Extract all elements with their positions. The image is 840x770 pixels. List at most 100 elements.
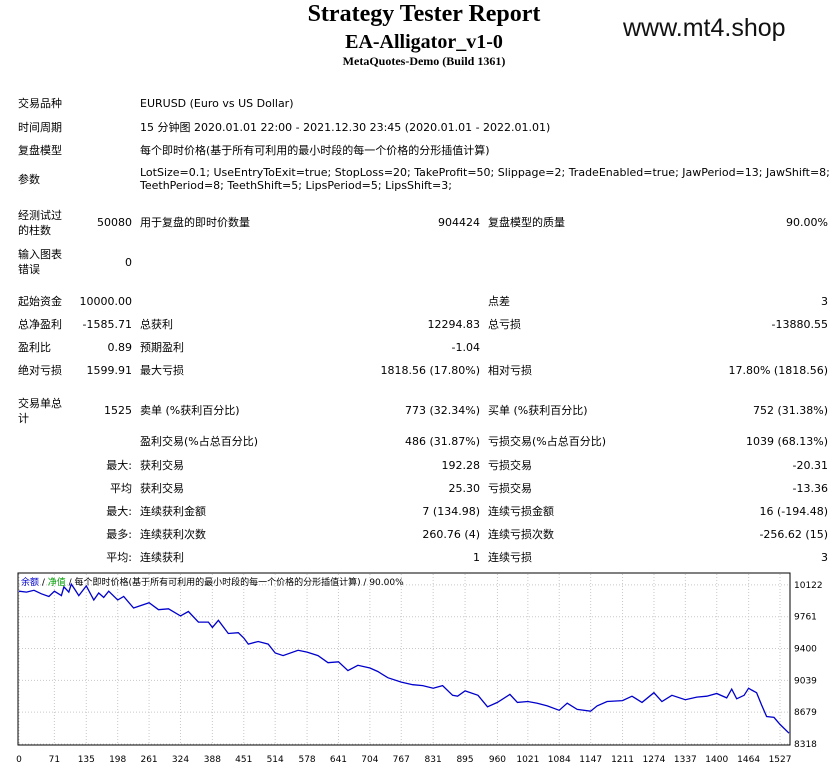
total-trades-label-2: 计 [18, 412, 29, 425]
largest-loss-label: 亏损交易 [488, 459, 532, 472]
chart-x-tick-label: 1021 [516, 755, 539, 765]
model-value: 每个即时价格(基于所有可利用的最小时段的每一个价格的分形插值计算) [140, 144, 490, 157]
avg-consec-wins-value: 1 [473, 551, 480, 564]
largest-loss-value: -20.31 [792, 459, 828, 472]
ticks-value: 904424 [438, 216, 480, 229]
chart-y-tick-label: 9400 [794, 645, 817, 655]
average-prefix: 平均 [110, 482, 132, 495]
max-consec-wins-label: 连续获利金额 [140, 505, 206, 518]
server-build: MetaQuotes-Demo (Build 1361) [342, 54, 506, 68]
bars-label-1: 经测试过 [18, 209, 62, 222]
long-trades-value: 752 (31.38%) [752, 404, 828, 417]
chart-x-tick-label: 388 [204, 755, 221, 765]
max-consec-prefix: 最大: [106, 505, 132, 518]
watermark: www.mt4.shop [623, 14, 786, 42]
gross-loss-value: -13880.55 [771, 318, 828, 331]
symbol-label: 交易品种 [18, 97, 62, 110]
chart-x-tick-label: 1527 [769, 755, 792, 765]
chart-y-tick-label: 8318 [794, 740, 817, 750]
total-trades-value: 1525 [104, 404, 132, 417]
chart-x-tick-label: 1274 [642, 755, 665, 765]
bars-value: 50080 [97, 216, 132, 229]
maximal-consec-loss-value: -256.62 (15) [759, 528, 828, 541]
chart-x-tick-label: 641 [330, 755, 347, 765]
errors-value: 0 [125, 256, 132, 269]
chart-x-tick-label: 261 [140, 755, 157, 765]
params-label: 参数 [18, 173, 40, 186]
avg-consec-prefix: 平均: [106, 551, 132, 564]
legend-balance: 余额 [21, 578, 40, 588]
chart-x-tick-label: 578 [298, 755, 315, 765]
largest-profit-label: 获利交易 [140, 459, 184, 472]
maximal-consec-loss-label: 连续亏损次数 [488, 528, 554, 541]
chart-x-tick-label: 135 [78, 755, 95, 765]
rel-drawdown-value: 17.80% (1818.56) [728, 364, 828, 377]
deposit-label: 起始资金 [18, 295, 62, 308]
profit-factor-label: 盈利比 [18, 341, 51, 354]
expected-payoff-value: -1.04 [451, 341, 480, 354]
model-quality-value: 90.00% [786, 216, 828, 229]
avg-loss-label: 亏损交易 [488, 482, 532, 495]
legend-model: / 每个即时价格(基于所有可利用的最小时段的每一个价格的分形插值计算) / 90… [65, 578, 404, 588]
abs-drawdown-label: 绝对亏损 [18, 364, 62, 377]
params-line-1: LotSize=0.1; UseEntryToExit=true; StopLo… [140, 166, 830, 179]
chart-legend: 余额 / 净值 / 每个即时价格(基于所有可利用的最小时段的每一个价格的分形插值… [21, 575, 404, 588]
chart-x-axis: 0 71 135 198 261 324 388 451 514 578 641 704 767 831 8… [16, 755, 791, 765]
chart-y-tick-label: 10122 [794, 581, 823, 591]
avg-consec-losses-value: 3 [821, 551, 828, 564]
largest-profit-value: 192.28 [441, 459, 481, 472]
deposit-value: 10000.00 [79, 295, 133, 308]
gross-profit-value: 12294.83 [427, 318, 481, 331]
chart-x-tick-label: 1084 [548, 755, 571, 765]
chart-x-tick-label: 1337 [674, 755, 697, 765]
report-title: Strategy Tester Report [307, 1, 541, 27]
avg-consec-losses-label: 连续亏损 [488, 551, 532, 564]
chart-x-tick-label: 1464 [737, 755, 760, 765]
chart-x-tick-label: 514 [267, 755, 284, 765]
chart-y-tick-label: 9039 [794, 676, 817, 686]
long-trades-label: 买单 (%获利百分比) [488, 404, 588, 417]
chart-x-tick-label: 71 [49, 755, 60, 765]
chart-x-tick-label: 895 [456, 755, 473, 765]
spread-label: 点差 [488, 295, 510, 308]
balance-series-line [18, 582, 790, 734]
ticks-label: 用于复盘的即时价数量 [140, 216, 250, 229]
expected-payoff-label: 预期盈利 [140, 341, 184, 354]
chart-x-tick-label: 1147 [579, 755, 602, 765]
chart-x-tick-label: 1211 [611, 755, 634, 765]
chart-x-tick-label: 0 [16, 755, 22, 765]
balance-chart: 10122 9761 9400 9039 8679 8318 0 71 135 198 261 32… [16, 572, 823, 765]
chart-x-tick-label: 767 [393, 755, 410, 765]
avg-loss-value: -13.36 [792, 482, 828, 495]
short-trades-value: 773 (32.34%) [404, 404, 480, 417]
max-drawdown-label: 最大亏损 [140, 364, 184, 377]
chart-x-tick-label: 831 [425, 755, 442, 765]
period-value: 15 分钟图 2020.01.01 22:00 - 2021.12.30 23:… [140, 121, 551, 134]
chart-x-tick-label: 960 [489, 755, 506, 765]
errors-label-2: 错误 [18, 263, 40, 276]
chart-x-tick-label: 704 [361, 755, 378, 765]
chart-y-tick-label: 9761 [794, 613, 817, 623]
abs-drawdown-value: 1599.91 [86, 364, 133, 377]
chart-y-axis: 10122 9761 9400 9039 8679 8318 [794, 581, 823, 750]
avg-consec-wins-label: 连续获利 [140, 551, 184, 564]
model-quality-label: 复盘模型的质量 [488, 216, 565, 229]
chart-grid [18, 574, 789, 745]
net-profit-value: -1585.71 [82, 318, 132, 331]
total-trades-label-1: 交易单总 [18, 397, 62, 410]
rel-drawdown-label: 相对亏损 [488, 364, 532, 377]
max-consec-losses-value: 16 (-194.48) [759, 505, 828, 518]
short-trades-label: 卖单 (%获利百分比) [140, 404, 240, 417]
maximal-prefix: 最多: [106, 528, 132, 541]
period-label: 时间周期 [18, 121, 62, 134]
gross-profit-label: 总获利 [140, 318, 173, 331]
legend-separator: / [39, 578, 48, 588]
legend-equity: 净值 [47, 578, 66, 588]
profit-trades-value: 486 (31.87%) [404, 435, 480, 448]
chart-x-tick-label: 198 [109, 755, 126, 765]
model-label: 复盘模型 [18, 144, 62, 157]
ea-name: EA-Alligator_v1-0 [345, 31, 503, 53]
max-drawdown-value: 1818.56 (17.80%) [380, 364, 480, 377]
chart-x-tick-label: 324 [172, 755, 189, 765]
bars-label-2: 的柱数 [18, 224, 51, 237]
